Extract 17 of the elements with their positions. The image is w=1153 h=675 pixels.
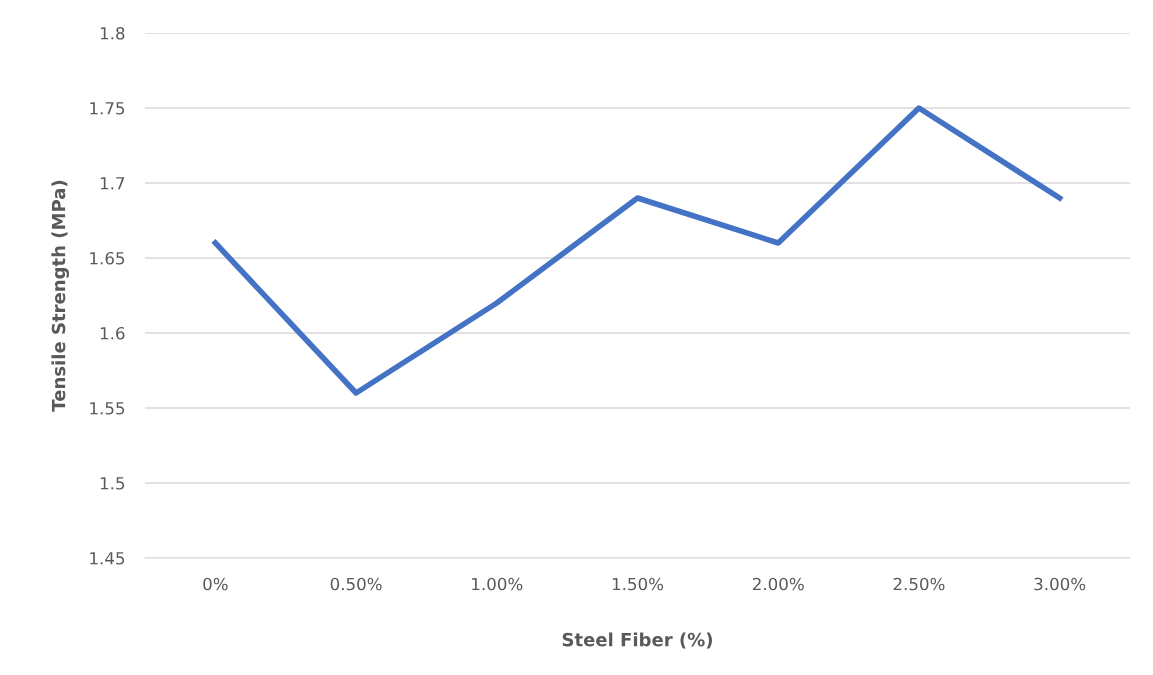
x-tick-label: 1.00% [472,577,523,591]
x-tick-label: 0% [203,577,228,591]
x-tick-label: 0.50% [330,577,382,591]
x-tick-label: 1.50% [612,577,664,591]
x-tick-label: 2.00% [752,577,804,591]
x-axis-title: Steel Fiber (%) [562,632,712,649]
y-tick-label: 1.45 [90,552,125,565]
y-tick-label: 1.7 [100,177,125,190]
x-tick-label: 3.00% [1034,577,1086,591]
y-tick-label: 1.6 [100,326,125,340]
y-tick-label: 1.65 [90,251,125,265]
y-tick-label: 1.55 [90,402,125,415]
y-axis-title: Tensile Strength (MPa) [51,180,69,412]
y-tick-label: 1.5 [100,477,125,490]
x-tick-label: 2.50% [893,577,945,591]
y-tick-label: 1.75 [90,102,125,115]
y-tick-label: 1.8 [100,26,125,40]
